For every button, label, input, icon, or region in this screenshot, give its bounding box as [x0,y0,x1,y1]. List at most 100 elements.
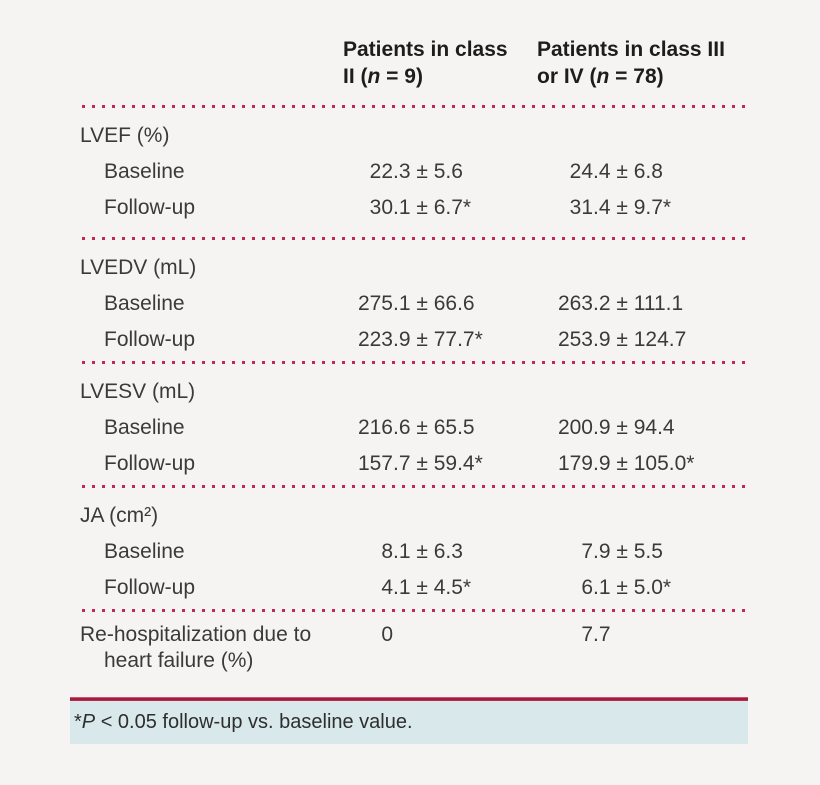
value-int: 7 [581,623,593,646]
value-int: 6 [581,576,593,599]
value-col1: 223.9 ± 77.7* [343,322,537,358]
value: 30.1 ± 6.7* [343,196,471,219]
value-frac: .1 ± 5.0* [593,576,672,599]
value-frac: .1 ± 66.6 [393,292,475,315]
value-frac: .9 ± 124.7 [593,328,687,351]
value: 263.2 ± 111.1 [537,292,683,315]
empty-cell [537,118,748,154]
value: 7.7 [537,623,610,646]
value-int: 8 [381,540,393,563]
table-row: Baseline 275.1 ± 66.6 263.2 ± 111.1 [70,286,748,322]
value-frac: .4 ± 6.8 [593,160,663,183]
row-label: Follow-up [104,576,196,599]
value-col1: 216.6 ± 65.5 [343,410,537,446]
value-int: 263 [557,292,593,315]
value-int: 24 [569,160,593,183]
value-frac: .3 ± 5.6 [393,160,463,183]
empty-cell [343,498,537,534]
dotted-separator [82,361,748,364]
value: 253.9 ± 124.7 [537,328,686,351]
empty-cell [537,498,748,534]
value-col1: 22.3 ± 5.6 [343,154,537,190]
section-label-row: LVEDV (mL) [70,250,748,286]
value-int: 275 [357,292,393,315]
table-row: Follow-up 157.7 ± 59.4* 179.9 ± 105.0* [70,446,748,482]
table-row: Baseline 22.3 ± 5.6 24.4 ± 6.8 [70,154,748,190]
row-label: Baseline [104,292,185,315]
value: 7.9 ± 5.5 [537,540,663,563]
value-int: 157 [357,452,393,475]
row-label: Follow-up [104,328,196,351]
value-int: 30 [369,196,393,219]
header-col1-n: n [367,65,381,88]
value-col1: 30.1 ± 6.7* [343,190,537,226]
empty-cell [343,374,537,410]
value-col1: 8.1 ± 6.3 [343,534,537,570]
section-label-row: LVEF (%) [70,118,748,154]
footnote-text: < 0.05 follow-up vs. baseline value. [95,711,413,733]
header-col1: Patients in class II (n = 9) [343,36,537,90]
value-frac: .1 ± 6.7* [393,196,472,219]
value-int: 0 [381,623,393,646]
value-frac: .2 ± 111.1 [593,292,684,315]
row-label: Follow-up [104,452,196,475]
value-frac: .7 ± 59.4* [393,452,483,475]
header-col1-line1: Patients in class [343,38,508,61]
value-int: 253 [557,328,593,351]
table-row: Baseline 216.6 ± 65.5 200.9 ± 94.4 [70,410,748,446]
value-col2: 263.2 ± 111.1 [537,286,748,322]
section-label-row: JA (cm²) [70,498,748,534]
value-frac: .9 ± 105.0* [593,452,695,475]
value-int: 223 [357,328,393,351]
row-label: Re-hospitalization due to heart failure … [80,623,312,672]
header-col1-line2-post: = 9) [380,65,423,88]
header-col1-line2-pre: II ( [343,65,368,88]
header-col2-line2-pre: or IV ( [537,65,597,88]
section-label: LVEDV (mL) [80,256,197,279]
value-frac: .1 ± 4.5* [393,576,472,599]
value-col2: 7.9 ± 5.5 [537,534,748,570]
section-label: JA (cm²) [80,504,159,527]
table-section: LVEDV (mL) Baseline 275.1 ± 66.6 263.2 ± 11… [70,237,748,358]
empty-cell [343,118,537,154]
dotted-separator [82,609,748,612]
table-bottom-rule [70,697,748,701]
value-int: 7 [581,540,593,563]
footnote: *P < 0.05 follow-up vs. baseline value. [70,701,748,744]
value-int: 216 [357,416,393,439]
footnote-p-symbol: P [81,711,96,733]
row-label: Baseline [104,160,185,183]
value: 6.1 ± 5.0* [537,576,671,599]
table-body: LVEF (%) Baseline 22.3 ± 5.6 24.4 ± 6.8 Foll… [70,118,748,674]
value-col2: 200.9 ± 94.4 [537,410,748,446]
value-frac: .9 ± 77.7* [393,328,483,351]
value: 216.6 ± 65.5 [343,416,475,439]
empty-cell [537,250,748,286]
value-col1: 4.1 ± 4.5* [343,570,537,606]
value-int: 200 [557,416,593,439]
empty-cell [343,250,537,286]
dotted-separator [82,237,748,240]
row-label: Follow-up [104,196,196,219]
table-section: LVEF (%) Baseline 22.3 ± 5.6 24.4 ± 6.8 Foll… [70,118,748,226]
value-frac: .9 ± 94.4 [593,416,675,439]
value: 275.1 ± 66.6 [343,292,475,315]
value-int: 4 [381,576,393,599]
outcomes-table: Patients in class II (n = 9) Patients in… [70,0,748,744]
table-row: Follow-up 223.9 ± 77.7* 253.9 ± 124.7 [70,322,748,358]
value: 22.3 ± 5.6 [343,160,463,183]
value-frac: .4 ± 9.7* [593,196,672,219]
header-col2: Patients in class III or IV (n = 78) [537,36,748,90]
table-row: Baseline 8.1 ± 6.3 7.9 ± 5.5 [70,534,748,570]
table-row: Follow-up 4.1 ± 4.5* 6.1 ± 5.0* [70,570,748,606]
value: 223.9 ± 77.7* [343,328,483,351]
value: 157.7 ± 59.4* [343,452,483,475]
value-int: 179 [557,452,593,475]
table-row: Follow-up 30.1 ± 6.7* 31.4 ± 9.7* [70,190,748,226]
value-col1: 157.7 ± 59.4* [343,446,537,482]
value-frac: .6 ± 65.5 [393,416,475,439]
table-row-rehospitalization: Re-hospitalization due to heart failure … [70,622,748,674]
section-label: LVESV (mL) [80,380,196,403]
header-col2-n: n [596,65,610,88]
